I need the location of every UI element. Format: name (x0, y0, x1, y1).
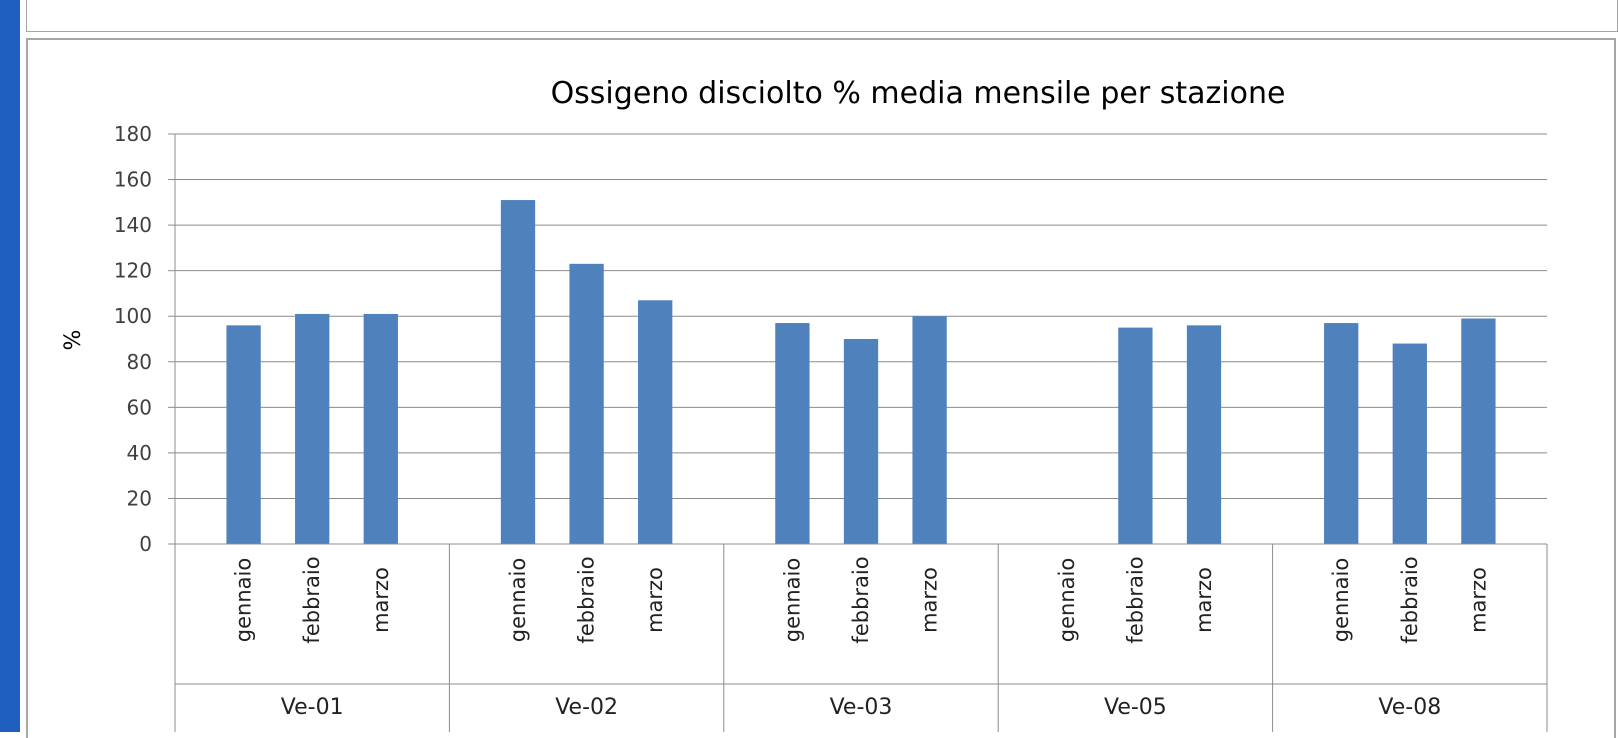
x-category-label: gennaio (1329, 558, 1353, 642)
x-category-label: marzo (1466, 567, 1490, 633)
x-category-label: febbraio (1398, 556, 1422, 643)
x-group-label: Ve-05 (1104, 695, 1167, 720)
bar (363, 313, 398, 544)
x-category-label: gennaio (232, 558, 256, 642)
x-category-label: gennaio (780, 558, 804, 642)
x-category-label: gennaio (506, 558, 530, 642)
y-tick-label: 20 (127, 486, 152, 510)
bar (1461, 318, 1496, 544)
top-panel (26, 0, 1618, 32)
bar (843, 339, 879, 544)
y-tick-label: 0 (139, 532, 152, 556)
x-category-label: marzo (369, 567, 393, 633)
left-accent-bar (0, 0, 20, 732)
y-tick-label: 80 (127, 350, 152, 374)
x-category-label: gennaio (1055, 558, 1079, 642)
bar (500, 200, 536, 545)
x-category-label: febbraio (1123, 556, 1147, 643)
x-category-label: febbraio (575, 556, 599, 643)
x-group-label: Ve-08 (1378, 695, 1441, 720)
bar (1118, 327, 1153, 544)
y-tick-label: 100 (114, 304, 152, 328)
x-group-label: Ve-02 (555, 695, 618, 720)
x-group-label: Ve-03 (830, 695, 893, 720)
bar (569, 263, 604, 544)
bar (912, 316, 947, 544)
bar (638, 300, 673, 544)
bar (775, 323, 810, 544)
y-tick-label: 180 (114, 122, 152, 146)
axis-labels: 0 20 40 60 80 100 120 140 160 180 gennaio febbraio m… (114, 122, 1491, 720)
x-category-label: febbraio (300, 556, 324, 643)
y-tick-label: 140 (114, 213, 152, 237)
axes (168, 133, 1548, 732)
y-tick-label: 40 (127, 441, 152, 465)
x-category-label: febbraio (849, 556, 873, 643)
y-tick-label: 120 (114, 259, 152, 283)
bar (295, 313, 330, 544)
y-axis-title: % (61, 330, 86, 351)
bars (226, 200, 1496, 545)
y-tick-label: 60 (127, 395, 152, 419)
x-category-label: marzo (643, 567, 667, 633)
bar (1324, 323, 1359, 544)
bar (226, 325, 261, 544)
chart-title: Ossigeno disciolto % media mensile per s… (551, 76, 1286, 111)
x-category-label: marzo (918, 567, 942, 633)
x-category-label: marzo (1192, 567, 1216, 633)
bar (1392, 343, 1427, 544)
x-group-label: Ve-01 (281, 695, 344, 720)
bar (1186, 325, 1222, 544)
y-tick-label: 160 (114, 168, 152, 192)
